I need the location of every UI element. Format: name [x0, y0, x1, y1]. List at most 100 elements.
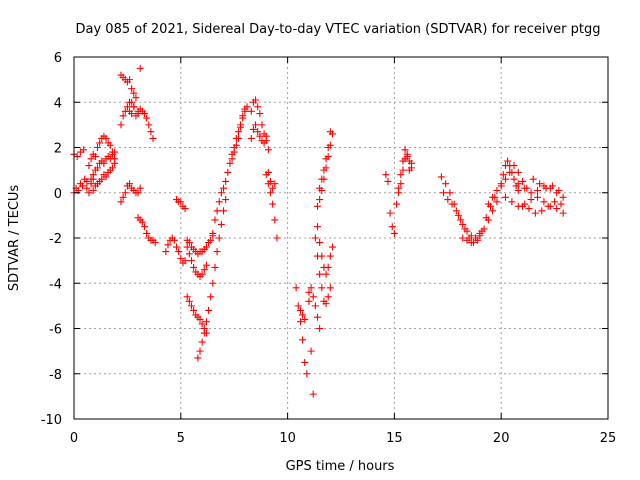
- data-point: [314, 202, 322, 210]
- data-point: [202, 243, 210, 251]
- data-point: [256, 132, 264, 140]
- data-point: [307, 347, 315, 355]
- data-point: [393, 200, 401, 208]
- data-point: [397, 171, 405, 179]
- data-point: [407, 164, 415, 172]
- data-point: [187, 257, 195, 265]
- data-point: [482, 214, 490, 222]
- data-point: [514, 180, 522, 188]
- data-point: [181, 205, 189, 213]
- data-point: [504, 157, 512, 165]
- data-point: [260, 139, 268, 147]
- data-point: [73, 153, 81, 161]
- data-point: [452, 207, 460, 215]
- data-point: [301, 315, 309, 323]
- data-point: [493, 186, 501, 194]
- data-point: [91, 153, 99, 161]
- data-point: [386, 209, 394, 217]
- data-point: [326, 128, 334, 136]
- data-point: [326, 284, 334, 292]
- series-arc-p: [194, 196, 230, 362]
- series-arc-ap: [529, 175, 563, 194]
- data-point: [399, 166, 407, 174]
- data-point: [187, 302, 195, 310]
- data-point: [303, 370, 311, 378]
- data-point: [202, 261, 210, 269]
- data-point: [126, 76, 134, 84]
- data-point: [111, 159, 119, 167]
- data-point: [111, 148, 119, 156]
- data-point: [309, 390, 317, 398]
- data-point: [557, 200, 565, 208]
- data-point: [519, 177, 527, 185]
- data-point: [553, 205, 561, 213]
- data-point: [305, 297, 313, 305]
- y-tick-label: -6: [49, 323, 62, 338]
- data-point: [243, 103, 251, 111]
- series-arc-n: [183, 243, 210, 280]
- series-arc-o: [183, 293, 210, 337]
- data-point: [198, 338, 206, 346]
- data-point: [301, 358, 309, 366]
- x-tick-label: 10: [279, 431, 296, 446]
- data-point: [388, 223, 396, 231]
- y-tick-label: 4: [54, 96, 62, 111]
- data-point: [181, 257, 189, 265]
- x-tick-label: 25: [600, 431, 617, 446]
- data-point: [320, 166, 328, 174]
- data-point: [551, 198, 559, 206]
- data-point: [83, 177, 91, 185]
- x-axis-label: GPS time / hours: [286, 459, 395, 474]
- series-arc-ad: [316, 128, 334, 192]
- data-point: [267, 177, 275, 185]
- data-point: [271, 216, 279, 224]
- data-point: [254, 103, 262, 111]
- data-point: [314, 313, 322, 321]
- data-point: [202, 318, 210, 326]
- data-point: [215, 198, 223, 206]
- data-point: [324, 144, 332, 151]
- data-point: [230, 148, 238, 156]
- data-point: [117, 198, 125, 206]
- data-point: [514, 186, 522, 194]
- y-tick-label: -2: [49, 232, 62, 247]
- data-point: [140, 110, 148, 118]
- data-point: [130, 89, 138, 97]
- data-point: [514, 168, 522, 176]
- data-point: [100, 159, 108, 167]
- data-point: [185, 297, 193, 305]
- data-point: [258, 121, 266, 129]
- data-point: [536, 180, 544, 188]
- data-point: [234, 134, 242, 142]
- series-arc-i: [117, 180, 144, 206]
- data-point: [457, 216, 465, 224]
- data-point: [548, 182, 556, 190]
- data-point: [126, 180, 134, 188]
- data-point: [405, 157, 413, 165]
- series-arc-e: [89, 159, 119, 194]
- data-point: [85, 189, 93, 197]
- data-point: [143, 114, 151, 122]
- data-point: [239, 114, 247, 122]
- data-point: [527, 196, 535, 204]
- data-point: [106, 155, 114, 163]
- data-point: [531, 209, 539, 217]
- x-tick-label: 5: [177, 431, 185, 446]
- data-point: [217, 220, 225, 228]
- data-point: [102, 173, 110, 181]
- series-arc-r: [228, 103, 251, 163]
- y-tick-label: 2: [54, 142, 62, 157]
- data-point: [318, 252, 326, 260]
- data-point: [198, 270, 206, 278]
- data-point: [299, 311, 307, 319]
- data-point: [489, 207, 497, 215]
- data-point: [461, 225, 469, 233]
- data-point: [463, 236, 471, 244]
- data-point: [403, 150, 411, 158]
- data-point: [390, 229, 398, 237]
- data-point: [220, 184, 228, 192]
- series-arc-ab: [314, 223, 336, 278]
- series-arc-d: [87, 148, 119, 183]
- data-point: [119, 193, 127, 201]
